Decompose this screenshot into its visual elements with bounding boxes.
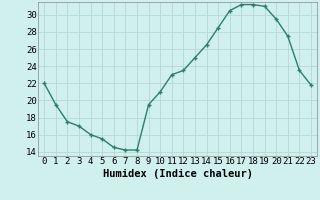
X-axis label: Humidex (Indice chaleur): Humidex (Indice chaleur) [103,169,252,179]
